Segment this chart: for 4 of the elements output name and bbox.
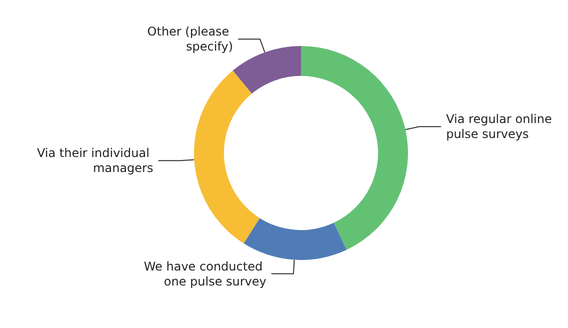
slice-label: Via regular online pulse surveys — [446, 112, 556, 142]
slice-label: Other (please specify) — [147, 24, 234, 54]
slice-label: We have conducted one pulse survey — [144, 259, 266, 288]
slice-label: Via their individual managers — [36, 146, 154, 176]
